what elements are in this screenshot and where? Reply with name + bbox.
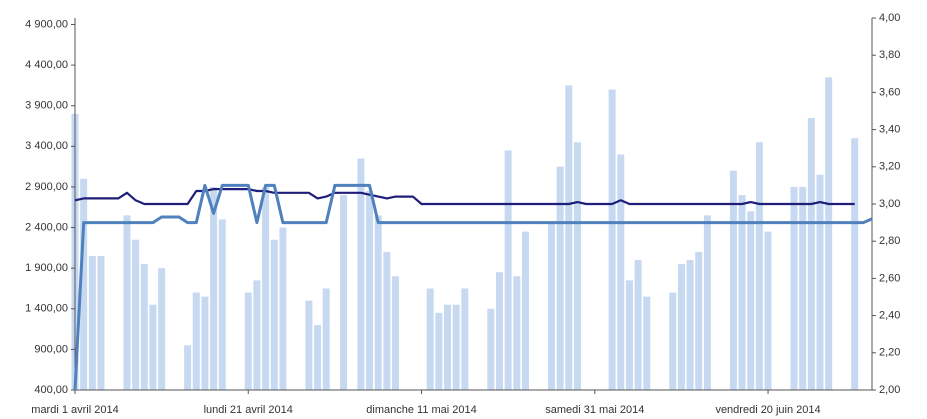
y-tick-label: 2 900,00 (25, 181, 68, 193)
bar (755, 142, 763, 390)
bar (547, 223, 555, 390)
x-tick-label: dimanche 11 mai 2014 (366, 404, 476, 416)
y-tick-label: 3 400,00 (25, 140, 68, 152)
bar (340, 195, 348, 390)
bar (504, 150, 512, 390)
y2-tick-label: 3,20 (879, 161, 900, 173)
bar (677, 264, 685, 390)
bar (816, 174, 824, 390)
bar (244, 292, 252, 390)
bar (210, 186, 218, 390)
bar (799, 186, 807, 390)
y-tick-label: 400,00 (34, 384, 68, 396)
y2-tick-label: 2,40 (879, 310, 900, 322)
y-tick-label: 1 400,00 (25, 303, 68, 315)
x-tick-label: lundi 21 avril 2014 (204, 404, 293, 416)
bar (184, 345, 192, 390)
bar (149, 304, 157, 390)
y2-tick-label: 3,60 (879, 86, 900, 98)
bar (851, 138, 859, 390)
bar (192, 292, 200, 390)
bar (617, 154, 625, 390)
bar (80, 178, 88, 390)
bar (270, 239, 278, 390)
bar (218, 219, 226, 390)
y-tick-label: 2 400,00 (25, 221, 68, 233)
bar (643, 296, 651, 390)
y2-tick-label: 2,80 (879, 235, 900, 247)
bar (201, 296, 209, 390)
bar (374, 215, 382, 390)
bar (495, 272, 503, 390)
bar (435, 312, 443, 390)
bar (521, 231, 529, 390)
bar (305, 300, 313, 390)
y2-tick-label: 3,40 (879, 124, 900, 136)
bar (695, 251, 703, 390)
x-tick-label: vendredi 20 juin 2014 (715, 404, 820, 416)
bar (88, 255, 96, 390)
bar (392, 276, 400, 390)
bar (669, 292, 677, 390)
bar (253, 280, 261, 390)
bar (357, 158, 365, 390)
bar (703, 215, 711, 390)
bar (729, 170, 737, 390)
y2-tick-label: 2,00 (879, 384, 900, 396)
bar (279, 227, 287, 390)
y2-tick-label: 2,60 (879, 272, 900, 284)
bar (513, 276, 521, 390)
bar (790, 186, 798, 390)
bar (97, 255, 105, 390)
bar (140, 264, 148, 390)
bar (366, 191, 374, 390)
bar (383, 251, 391, 390)
line (74, 188, 855, 206)
y2-tick-label: 3,80 (879, 49, 900, 61)
bar (608, 89, 616, 390)
bar (426, 288, 434, 390)
bar (461, 288, 469, 390)
bar (565, 85, 573, 390)
bar (314, 325, 322, 390)
bar (322, 288, 330, 390)
bar (556, 166, 564, 390)
y-tick-label: 3 900,00 (25, 100, 68, 112)
bar (487, 308, 495, 390)
bar (158, 268, 166, 390)
y2-tick-label: 2,20 (879, 347, 900, 359)
bar (764, 231, 772, 390)
bar (825, 77, 833, 391)
bar (747, 211, 755, 390)
line (73, 183, 873, 391)
bar (452, 304, 460, 390)
bar (573, 142, 581, 390)
bar (625, 280, 633, 390)
bar (123, 215, 131, 390)
bar (132, 239, 140, 390)
y2-tick-label: 3,00 (879, 198, 900, 210)
x-tick-label: mardi 1 avril 2014 (31, 404, 118, 416)
y-tick-label: 4 900,00 (25, 18, 68, 30)
bar (686, 260, 694, 390)
bar (807, 117, 815, 390)
bar (634, 260, 642, 390)
y-tick-label: 900,00 (34, 343, 68, 355)
bar (262, 186, 270, 390)
y-tick-label: 1 900,00 (25, 262, 68, 274)
bar (738, 195, 746, 390)
x-tick-label: samedi 31 mai 2014 (545, 404, 644, 416)
bar (444, 304, 452, 390)
y-tick-label: 4 400,00 (25, 59, 68, 71)
y2-tick-label: 4,00 (879, 12, 900, 24)
